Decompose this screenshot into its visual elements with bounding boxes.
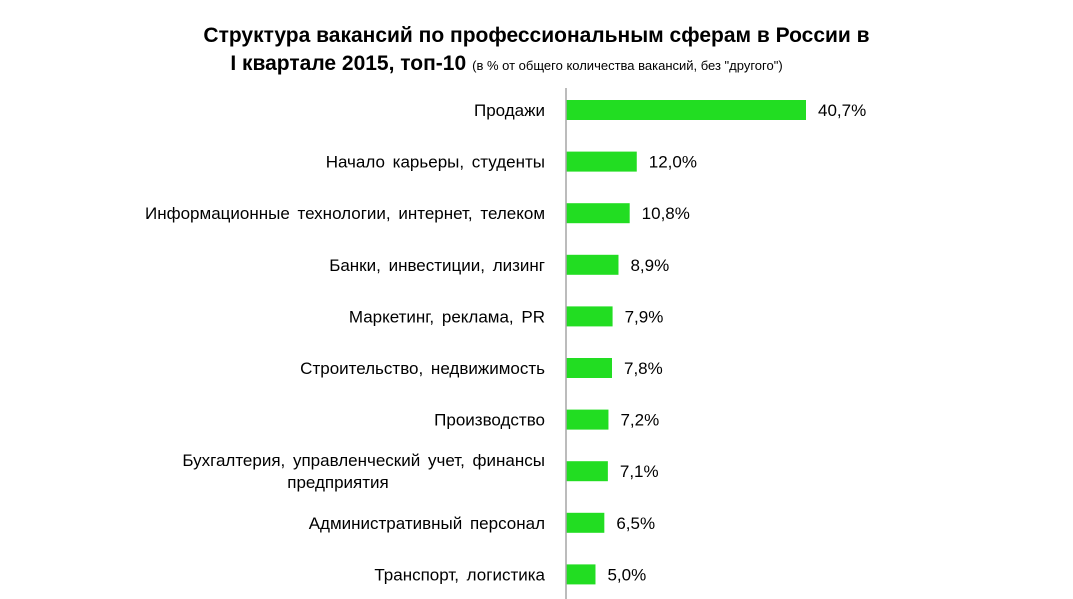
value-label-3: 8,9% (630, 256, 669, 275)
value-label-2: 10,8% (642, 204, 690, 223)
value-label-1: 12,0% (649, 153, 697, 172)
category-label-7-line-1: предприятия (287, 473, 389, 492)
chart-title-line2-text: I квартале 2015, топ-10 (230, 52, 467, 75)
category-label-1: Начало карьеры, студенты (326, 153, 545, 172)
bar-7 (566, 461, 608, 482)
category-label-5: Строительство, недвижимость (300, 359, 545, 378)
bar-3 (566, 254, 619, 275)
bar-5 (566, 358, 612, 378)
category-label-3: Банки, инвестиции, лизинг (329, 256, 545, 275)
category-label-4: Маркетинг, реклама, PR (349, 307, 545, 326)
value-label-9: 5,0% (607, 565, 646, 584)
category-label-2: Информационные технологии, интернет, тел… (145, 204, 545, 223)
chart-title-line1: Структура вакансий по профессиональным с… (203, 24, 870, 47)
category-label-9: Транспорт, логистика (374, 565, 545, 584)
category-label-7-line-0: Бухгалтерия, управленческий учет, финанс… (182, 451, 545, 470)
bar-0 (566, 100, 806, 120)
bar-6 (566, 409, 609, 430)
value-label-6: 7,2% (620, 411, 659, 430)
value-label-4: 7,9% (625, 307, 664, 326)
value-label-0: 40,7% (818, 101, 866, 120)
chart-title: Структура вакансий по профессиональным с… (0, 22, 1073, 80)
bar-8 (566, 512, 605, 533)
chart-subtitle: (в % от общего количества вакансий, без … (472, 58, 783, 73)
value-label-7: 7,1% (620, 462, 659, 481)
category-label-0: Продажи (474, 101, 545, 120)
category-label-8: Административный персонал (309, 514, 545, 533)
value-label-5: 7,8% (624, 359, 663, 378)
category-label-6: Производство (434, 411, 545, 430)
value-label-8: 6,5% (616, 514, 655, 533)
bar-1 (566, 151, 637, 172)
bar-9 (566, 564, 596, 585)
bar-4 (566, 306, 613, 327)
chart-title-line2: I квартале 2015, топ-10 (в % от общего ко… (0, 50, 1073, 80)
bars-layer: 40,7% Продажи 12,0% Начало карьеры, студент… (145, 100, 866, 585)
bar-2 (566, 203, 630, 224)
